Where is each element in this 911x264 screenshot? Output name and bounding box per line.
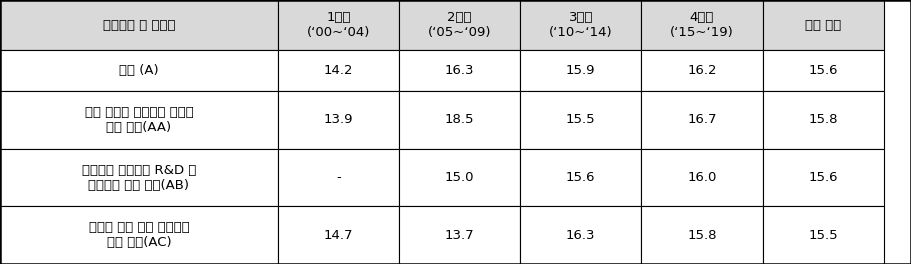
Bar: [763, 50, 884, 91]
Text: 16.3: 16.3: [445, 64, 475, 77]
Bar: [641, 0, 763, 50]
Text: 13.7: 13.7: [445, 229, 475, 242]
Bar: [0, 50, 278, 91]
Text: 16.7: 16.7: [687, 114, 717, 126]
Bar: [641, 149, 763, 206]
Bar: [763, 91, 884, 149]
Text: -: -: [336, 171, 341, 184]
Bar: [399, 91, 520, 149]
Bar: [763, 206, 884, 264]
Text: 3구간
(‘10~‘14): 3구간 (‘10~‘14): [549, 11, 612, 39]
Text: 15.0: 15.0: [445, 171, 475, 184]
Bar: [0, 0, 278, 50]
Bar: [278, 206, 399, 264]
Bar: [763, 50, 884, 91]
Bar: [278, 149, 399, 206]
Text: 원전해체 핵종분석 R&D 및
실증기반 구축 기술(AB): 원전해체 핵종분석 R&D 및 실증기반 구축 기술(AB): [82, 164, 196, 192]
Text: 16.0: 16.0: [687, 171, 717, 184]
Text: 14.2: 14.2: [323, 64, 353, 77]
Bar: [641, 91, 763, 149]
Text: 15.8: 15.8: [808, 114, 838, 126]
Bar: [399, 50, 520, 91]
Bar: [520, 149, 641, 206]
Bar: [520, 206, 641, 264]
Bar: [0, 91, 278, 149]
Bar: [278, 50, 399, 91]
Text: 16.2: 16.2: [687, 64, 717, 77]
Bar: [278, 206, 399, 264]
Text: 15.6: 15.6: [808, 171, 838, 184]
Bar: [0, 149, 278, 206]
Bar: [641, 206, 763, 264]
Bar: [641, 50, 763, 91]
Text: 14.7: 14.7: [323, 229, 353, 242]
Bar: [763, 0, 884, 50]
Bar: [520, 0, 641, 50]
Bar: [520, 0, 641, 50]
Bar: [763, 149, 884, 206]
Bar: [641, 206, 763, 264]
Text: 현장 맞춤형 해체기술 경쟁력
강화 기술(AA): 현장 맞춤형 해체기술 경쟁력 강화 기술(AA): [85, 106, 193, 134]
Bar: [520, 50, 641, 91]
Bar: [399, 50, 520, 91]
Text: 13.9: 13.9: [323, 114, 353, 126]
Bar: [399, 206, 520, 264]
Bar: [278, 50, 399, 91]
Text: 기술전체 및 소분류: 기술전체 및 소분류: [103, 18, 175, 32]
Bar: [763, 206, 884, 264]
Bar: [278, 0, 399, 50]
Bar: [520, 50, 641, 91]
Bar: [278, 91, 399, 149]
Bar: [0, 206, 278, 264]
Bar: [641, 0, 763, 50]
Bar: [763, 149, 884, 206]
Bar: [399, 149, 520, 206]
Bar: [520, 91, 641, 149]
Text: 2구간
(‘05~‘09): 2구간 (‘05~‘09): [428, 11, 491, 39]
Bar: [641, 91, 763, 149]
Bar: [0, 50, 278, 91]
Text: 15.6: 15.6: [566, 171, 596, 184]
Bar: [763, 0, 884, 50]
Bar: [278, 149, 399, 206]
Text: 15.6: 15.6: [808, 64, 838, 77]
Bar: [641, 149, 763, 206]
Bar: [399, 149, 520, 206]
Bar: [520, 91, 641, 149]
Text: 18.5: 18.5: [445, 114, 475, 126]
Text: 15.8: 15.8: [687, 229, 717, 242]
Text: 15.9: 15.9: [566, 64, 596, 77]
Text: 16.3: 16.3: [566, 229, 596, 242]
Text: 15.5: 15.5: [808, 229, 838, 242]
Bar: [399, 0, 520, 50]
Bar: [399, 0, 520, 50]
Bar: [0, 206, 278, 264]
Bar: [0, 149, 278, 206]
Bar: [399, 91, 520, 149]
Bar: [278, 0, 399, 50]
Bar: [641, 50, 763, 91]
Text: 4구간
(‘15~‘19): 4구간 (‘15~‘19): [670, 11, 733, 39]
Text: 전체 평균: 전체 평균: [805, 18, 841, 32]
Text: 1구간
(‘00~‘04): 1구간 (‘00~‘04): [307, 11, 370, 39]
Bar: [0, 0, 278, 50]
Bar: [0, 91, 278, 149]
Bar: [399, 206, 520, 264]
Bar: [520, 149, 641, 206]
Bar: [520, 206, 641, 264]
Text: 안전성 강화 해체 선도기술
개발 기술(AC): 안전성 강화 해체 선도기술 개발 기술(AC): [88, 221, 189, 249]
Bar: [763, 91, 884, 149]
Text: 15.5: 15.5: [566, 114, 596, 126]
Bar: [278, 91, 399, 149]
Text: 전체 (A): 전체 (A): [119, 64, 159, 77]
